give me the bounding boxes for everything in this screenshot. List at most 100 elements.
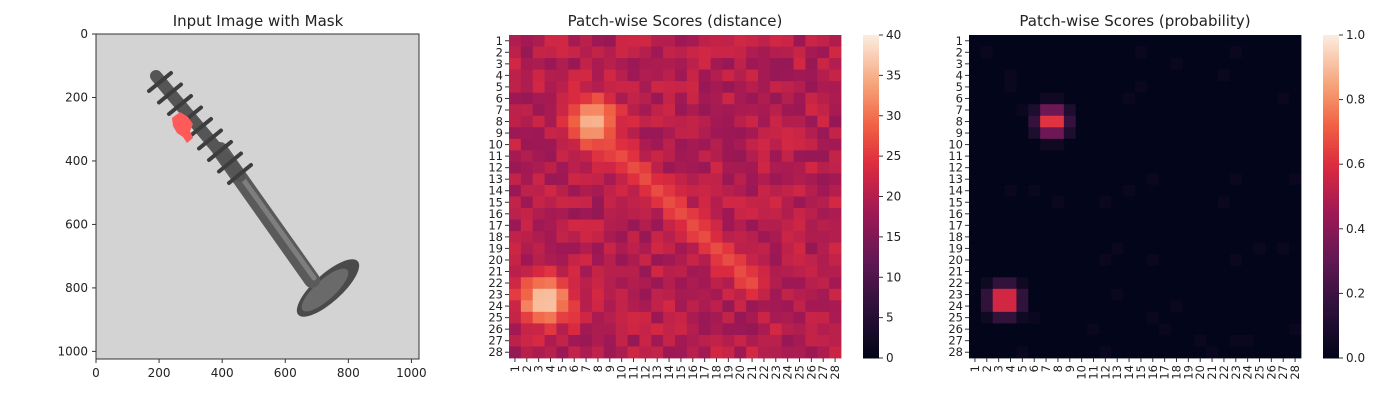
heatmap-cell [532,81,545,94]
heatmap-cell [1170,300,1183,313]
heatmap-cell [781,231,794,244]
heatmap-cell [1016,184,1029,197]
row-tick-label: 3 [496,57,503,71]
col-tick-label: 28 [1288,365,1302,380]
heatmap-cell [734,138,747,151]
heatmap-cell [686,150,700,163]
heatmap-cell [568,127,581,140]
heatmap-cell [1194,58,1207,71]
heatmap-cell [568,150,581,163]
heatmap-cell [1016,161,1029,174]
heatmap-cell [1135,288,1148,301]
heatmap-cell [1265,184,1278,197]
heatmap-cell [1253,219,1266,232]
heatmap-cell [1063,242,1077,255]
heatmap-cell [769,219,783,232]
heatmap-cell [544,115,557,128]
heatmap-cell [1229,242,1243,255]
heatmap-cell [580,323,593,336]
heatmap-cell [592,265,605,278]
heatmap-cell [1194,69,1207,82]
heatmap-cell [1206,150,1219,163]
heatmap-cell [1040,277,1053,290]
heatmap-cell [829,184,842,197]
heatmap-cell [992,58,1005,71]
heatmap-cell [1146,242,1160,255]
heatmap-cell [1063,127,1077,140]
heatmap-cell [1111,265,1124,278]
heatmap-cell [568,277,581,290]
heatmap-cell [769,161,783,174]
heatmap-cell [1170,277,1183,290]
heatmap-cell [769,334,783,347]
heatmap-cell [592,277,605,290]
heatmap-cell [1063,104,1077,117]
heatmap-cell [1146,311,1160,324]
input-image [96,34,419,359]
heatmap-cell [1099,231,1112,244]
heatmap-cell [1218,277,1231,290]
heatmap-cell [829,311,842,324]
heatmap-cell [1265,138,1278,151]
heatmap-cell [592,288,605,301]
heatmap-cell [1052,277,1065,290]
image-x-tick-label: 0 [92,366,100,380]
heatmap-cell [1016,219,1029,232]
heatmap-cell [627,69,640,82]
heatmap-cell [1146,150,1160,163]
heatmap-cell [805,242,818,255]
heatmap-cell [769,346,783,359]
heatmap-cell [532,288,545,301]
heatmap-cell [651,184,664,197]
heatmap-cell [1063,115,1077,128]
heatmap-cell [544,288,557,301]
heatmap-cell [1182,69,1195,82]
heatmap-cell [1241,46,1254,59]
heatmap-cell [781,184,794,197]
heatmap-cell [793,288,806,301]
heatmap-cell [805,219,818,232]
heatmap-cell [1206,288,1219,301]
heatmap-cell [639,219,652,232]
heatmap-cell [722,104,735,117]
heatmap-cell [509,196,522,209]
heatmap-cell [675,208,688,220]
heatmap-cell [793,150,806,163]
heatmap-cell [639,265,652,278]
heatmap-cell [663,184,676,197]
col-tick-label: 15 [674,365,688,380]
heatmap-cell [1253,69,1266,82]
heatmap-cell [722,219,735,232]
heatmap-cell [1135,334,1148,347]
heatmap-cell [651,196,664,209]
heatmap-cell [568,35,581,47]
heatmap-cell [520,115,534,128]
heatmap-cell [1075,69,1088,82]
heatmap-cell [627,277,640,290]
heatmap-cell [675,173,688,186]
heatmap-cell [1253,231,1266,244]
heatmap-cell [1206,81,1219,94]
heatmap-cell [580,277,593,290]
heatmap-cell [710,277,723,290]
heatmap-cell [627,288,640,301]
heatmap-cell [1170,161,1183,174]
heatmap-cell [1277,150,1290,163]
heatmap-cell [580,138,593,151]
heatmap-cell [1253,300,1266,313]
heatmap-cell [1194,334,1207,347]
heatmap-cell [1146,231,1160,244]
heatmap-cell [1111,104,1124,117]
heatmap-cell [1052,265,1065,278]
heatmap-cell [663,219,676,232]
heatmap-cell [793,323,806,336]
heatmap-cell [1004,242,1017,255]
heatmap-cell [615,265,628,278]
heatmap-cell [592,81,605,94]
heatmap-cell [1111,196,1124,209]
heatmap-cell [520,138,534,151]
heatmap-cell [793,242,806,255]
heatmap-cell [980,231,994,244]
heatmap-cell [722,81,735,94]
heatmap-cell [1028,196,1041,209]
